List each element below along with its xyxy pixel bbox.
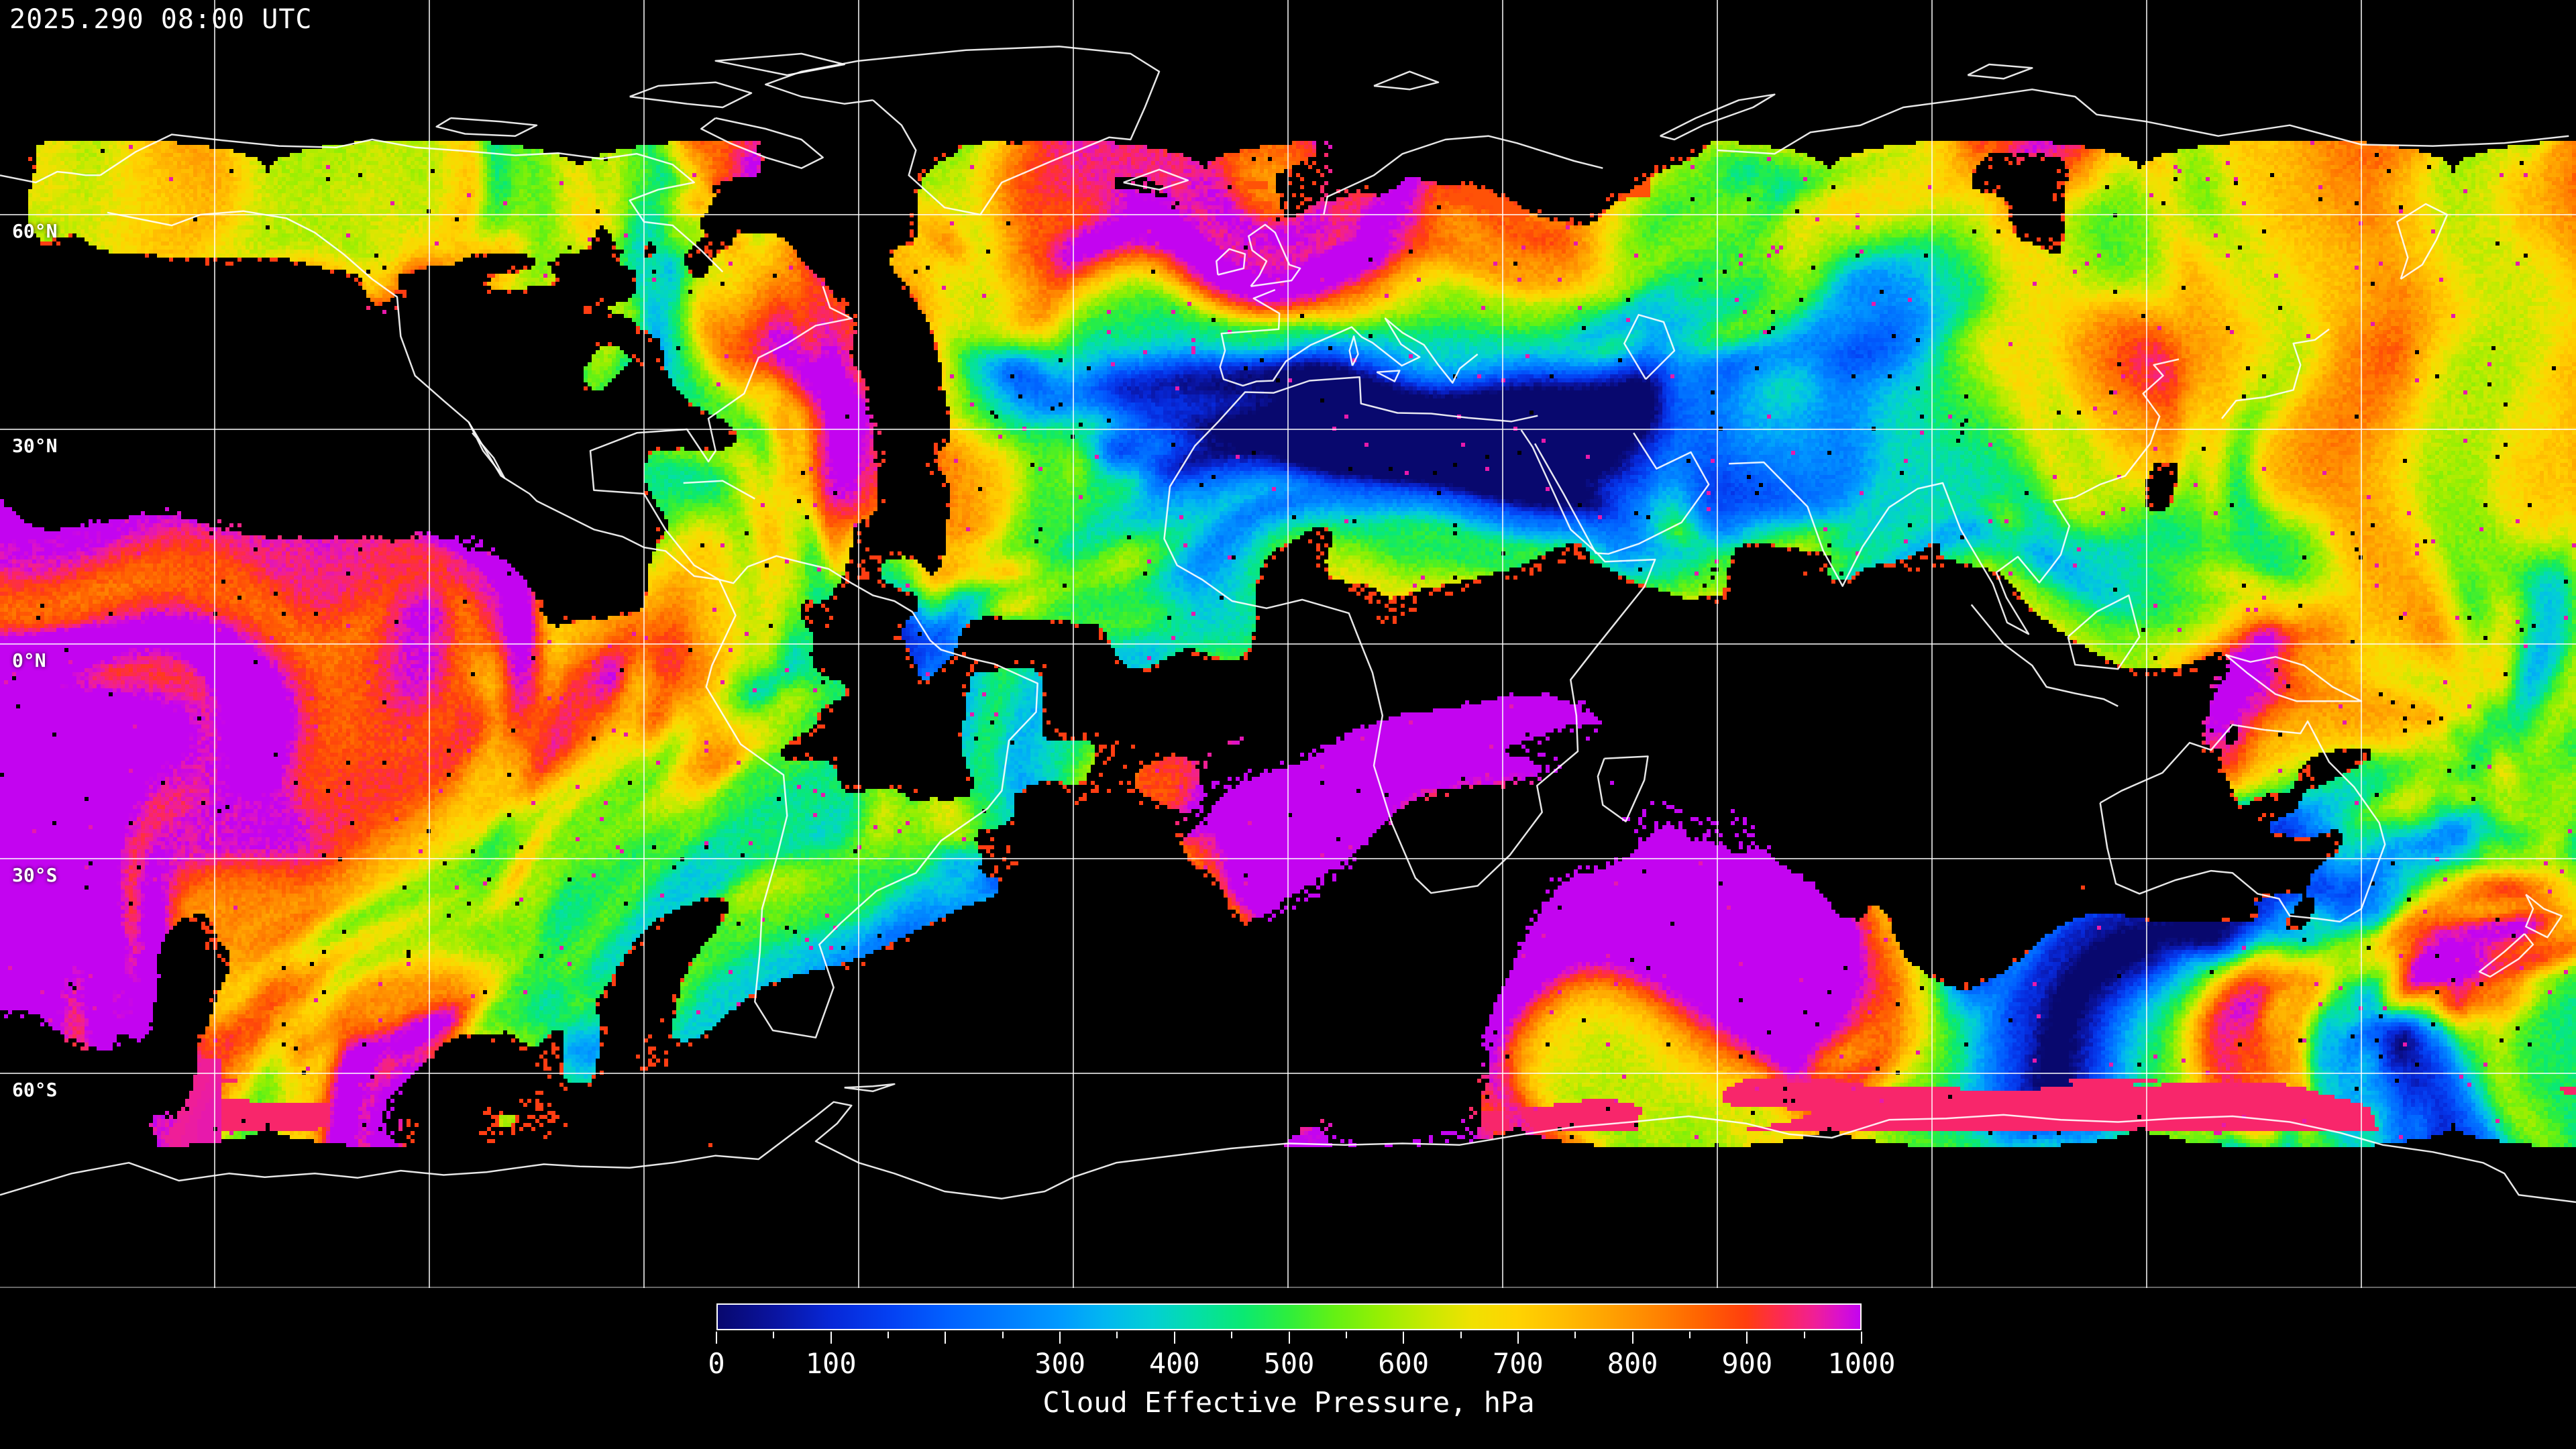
colorbar-tick: [1288, 1332, 1290, 1344]
coastline: [2396, 203, 2449, 280]
colorbar-tick: [1688, 1332, 1690, 1338]
coastline: [629, 81, 753, 109]
coastline: [705, 555, 1038, 1038]
latitude-label: 0°N: [12, 649, 46, 672]
latitude-label: 60°N: [12, 220, 58, 242]
colorbar-tick: [1173, 1332, 1175, 1344]
colorbar-tick: [945, 1332, 947, 1344]
coastline: [1623, 314, 1676, 380]
latitude-label: 30°S: [12, 864, 58, 886]
colorbar-tick: [1861, 1332, 1862, 1344]
colorbar-tick: [1059, 1332, 1061, 1344]
colorbar-tick: [1345, 1332, 1347, 1338]
latitude-label: 30°N: [12, 435, 58, 457]
coastline: [1323, 135, 1603, 215]
colorbar: 0 100 300 400 500 600 700 800 900 1000 Cloud Effe…: [0, 1288, 2576, 1449]
colorbar-title: Cloud Effective Pressure, hPa: [1042, 1386, 1535, 1419]
colorbar-tick: [1460, 1332, 1462, 1338]
coastline: [1217, 376, 1538, 423]
coastline: [700, 117, 824, 169]
coastline: [1373, 70, 1440, 91]
coastline: [1376, 370, 1401, 382]
coastline: [844, 1083, 896, 1092]
coastline: [2525, 894, 2563, 938]
world-map: 60°N 30°N 0°N 30°S 60°S 2025.290 08:00 UTC: [0, 0, 2576, 1288]
colorbar-tick-label: 100: [805, 1347, 857, 1380]
map-bottom-frame: [0, 1287, 2576, 1288]
gridline-parallel: [0, 1073, 2576, 1074]
coastline: [714, 52, 845, 76]
colorbar-tick: [888, 1332, 890, 1338]
colorbar-tick: [1517, 1332, 1519, 1344]
coastline: [2099, 720, 2386, 923]
colorbar-tick-label: 300: [1034, 1347, 1086, 1380]
coastline: [1216, 248, 1246, 276]
coastline: [435, 117, 538, 137]
colorbar-tick: [1002, 1332, 1004, 1338]
coastline: [1597, 755, 1649, 822]
colorbar-tick: [830, 1332, 832, 1344]
coastline: [2478, 933, 2534, 978]
colorbar-tick-label: 1000: [1827, 1347, 1896, 1380]
coastline: [0, 170, 101, 184]
timestamp-label: 2025.290 08:00 UTC: [9, 4, 313, 35]
coastline: [1534, 432, 1710, 555]
coastline: [1729, 358, 2180, 635]
colorbar-tick-label: 800: [1607, 1347, 1658, 1380]
colorbar-tick-label: 600: [1378, 1347, 1430, 1380]
colorbar-tick: [1116, 1332, 1118, 1338]
coastline: [1123, 168, 1189, 191]
colorbar-tick-label: 900: [1721, 1347, 1773, 1380]
colorbar-tick: [1231, 1332, 1233, 1338]
colorbar-tick-label: 400: [1148, 1347, 1200, 1380]
coastline: [468, 421, 506, 479]
coastline: [1163, 421, 1656, 894]
coastline: [1717, 89, 2569, 155]
coastline: [2067, 594, 2141, 670]
coastline: [1967, 63, 2033, 80]
gridline-parallel: [0, 858, 2576, 859]
latitude-label: 60°S: [12, 1079, 58, 1101]
coastline: [1219, 288, 1479, 387]
colorbar-tick: [1631, 1332, 1633, 1344]
coastline: [589, 286, 853, 581]
coastline: [1348, 335, 1359, 366]
gridline-parallel: [0, 214, 2576, 215]
coastline: [765, 46, 1161, 216]
colorbar-tick: [773, 1332, 775, 1338]
colorbar-tick-label: 500: [1263, 1347, 1315, 1380]
coastline: [683, 480, 755, 500]
colorbar-tick: [1803, 1332, 1805, 1338]
gridline-parallel: [0, 429, 2576, 430]
colorbar-tick-label: 0: [708, 1347, 725, 1380]
gridline-parallel: [0, 643, 2576, 645]
coastline: [1248, 223, 1301, 287]
colorbar-tick: [716, 1332, 717, 1344]
coastline: [1660, 93, 1776, 141]
colorbar-tick-label: 700: [1492, 1347, 1544, 1380]
colorbar-gradient-bar: [716, 1303, 1862, 1330]
coastline: [2221, 328, 2330, 419]
colorbar-tick: [1403, 1332, 1405, 1344]
graticule: [0, 0, 2576, 1288]
coastlines-layer: [0, 46, 2576, 1203]
colorbar-tick: [1574, 1332, 1576, 1338]
colorbar-tick: [1746, 1332, 1748, 1344]
